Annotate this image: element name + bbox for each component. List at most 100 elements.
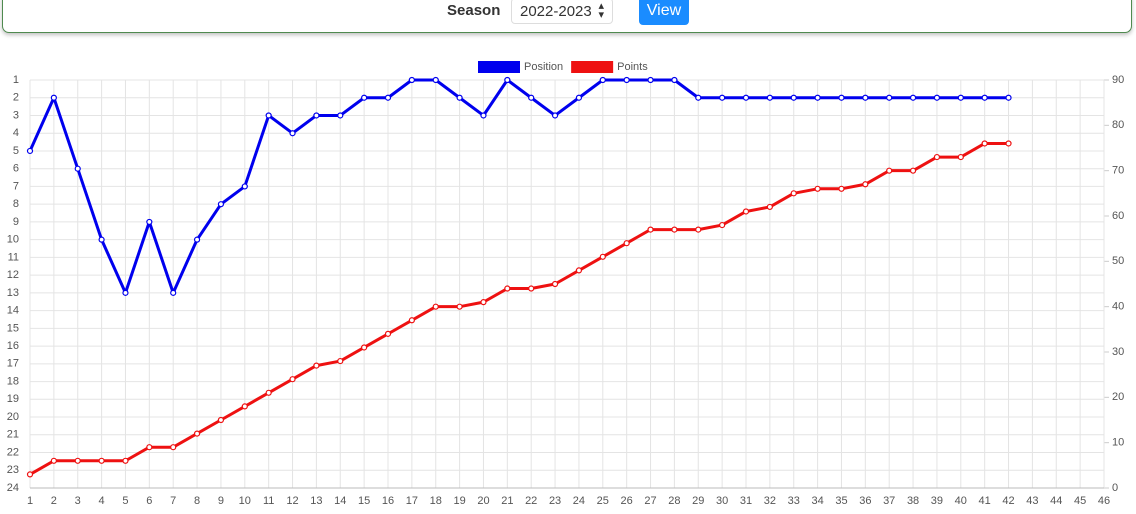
point xyxy=(551,280,559,288)
x-tick-label: 12 xyxy=(286,495,298,507)
y2-tick-label: 60 xyxy=(1112,210,1124,222)
y-tick-label: 7 xyxy=(13,180,19,192)
season-label: Season xyxy=(447,2,501,19)
point xyxy=(122,289,129,296)
legend-swatch xyxy=(571,61,614,73)
x-tick-label: 5 xyxy=(122,495,128,507)
x-tick-label: 10 xyxy=(239,495,251,507)
y-tick-label: 22 xyxy=(7,446,19,458)
point xyxy=(384,330,392,337)
x-tick-label: 9 xyxy=(218,495,224,507)
point xyxy=(957,153,964,161)
y-tick-label: 23 xyxy=(7,464,19,476)
y-tick-label: 18 xyxy=(7,375,19,387)
point xyxy=(170,289,177,296)
point xyxy=(432,76,439,84)
y2-tick-label: 20 xyxy=(1112,391,1124,403)
point xyxy=(1005,94,1012,101)
point xyxy=(265,112,272,119)
point xyxy=(480,299,487,306)
x-tick-label: 25 xyxy=(597,495,609,507)
point xyxy=(814,185,821,192)
x-tick-label: 8 xyxy=(194,495,200,507)
x-tick-label: 38 xyxy=(907,495,919,507)
point xyxy=(790,94,797,101)
x-tick-label: 3 xyxy=(75,495,81,507)
x-tick-label: 13 xyxy=(310,495,322,507)
y2-tick-label: 90 xyxy=(1112,74,1124,86)
point xyxy=(26,471,34,478)
x-tick-label: 22 xyxy=(525,495,537,507)
point xyxy=(623,240,630,247)
x-tick-label: 20 xyxy=(477,495,489,507)
season-select[interactable]: 2022-2023 ▴ ▾ xyxy=(511,0,613,24)
x-tick-label: 42 xyxy=(1002,495,1014,507)
point xyxy=(742,208,750,215)
series-line xyxy=(29,141,1009,476)
y-tick-label: 14 xyxy=(7,305,19,317)
point xyxy=(361,344,368,351)
x-tick-label: 7 xyxy=(170,495,176,507)
x-tick-label: 33 xyxy=(788,495,800,507)
point xyxy=(361,94,368,101)
point xyxy=(193,430,201,437)
point xyxy=(695,226,702,233)
y-tick-label: 20 xyxy=(7,411,19,423)
point xyxy=(575,267,583,274)
y2-tick-label: 10 xyxy=(1112,437,1124,449)
y-tick-label: 8 xyxy=(13,198,19,210)
point xyxy=(504,285,511,292)
x-tick-label: 21 xyxy=(501,495,513,507)
x-tick-label: 46 xyxy=(1098,495,1110,507)
y-tick-label: 5 xyxy=(13,145,19,157)
point xyxy=(742,94,750,101)
x-tick-label: 14 xyxy=(334,495,346,507)
point xyxy=(337,112,344,119)
point xyxy=(838,185,845,192)
x-tick-label: 31 xyxy=(740,495,752,507)
point xyxy=(671,76,678,84)
point xyxy=(337,357,344,365)
point xyxy=(217,201,225,208)
point xyxy=(647,226,654,233)
select-caret: ▴ ▾ xyxy=(598,0,604,21)
x-tick-label: 18 xyxy=(430,495,442,507)
y-tick-label: 15 xyxy=(7,322,19,334)
point xyxy=(909,167,917,174)
y-tick-label: 11 xyxy=(8,251,19,263)
y2-tick-label: 70 xyxy=(1112,165,1124,177)
y-tick-label: 24 xyxy=(7,482,19,494)
point xyxy=(695,94,702,101)
x-tick-label: 4 xyxy=(99,495,105,507)
point xyxy=(50,457,57,464)
point xyxy=(408,317,415,324)
x-tick-label: 17 xyxy=(406,495,418,507)
y-tick-label: 9 xyxy=(13,216,19,228)
point xyxy=(599,253,606,260)
x-tick-label: 2 xyxy=(51,495,57,507)
x-tick-label: 6 xyxy=(146,495,152,507)
point xyxy=(146,218,153,226)
y-tick-label: 6 xyxy=(13,163,19,175)
y-tick-label: 4 xyxy=(13,127,19,139)
legend-label: Position xyxy=(524,61,563,73)
y-tick-label: 16 xyxy=(7,340,19,352)
point xyxy=(456,303,463,310)
x-tick-label: 23 xyxy=(549,495,561,507)
point xyxy=(146,444,153,451)
x-tick-label: 30 xyxy=(716,495,728,507)
view-button[interactable]: View xyxy=(639,0,689,25)
point xyxy=(790,190,797,197)
x-tick-label: 19 xyxy=(453,495,465,507)
x-tick-label: 45 xyxy=(1074,495,1086,507)
legend-swatch xyxy=(478,61,520,73)
point xyxy=(981,140,988,147)
y-tick-label: 21 xyxy=(7,429,19,441)
point xyxy=(719,94,726,101)
x-tick-label: 39 xyxy=(931,495,943,507)
x-tick-label: 11 xyxy=(263,495,274,507)
point xyxy=(384,94,392,101)
point xyxy=(647,76,654,84)
